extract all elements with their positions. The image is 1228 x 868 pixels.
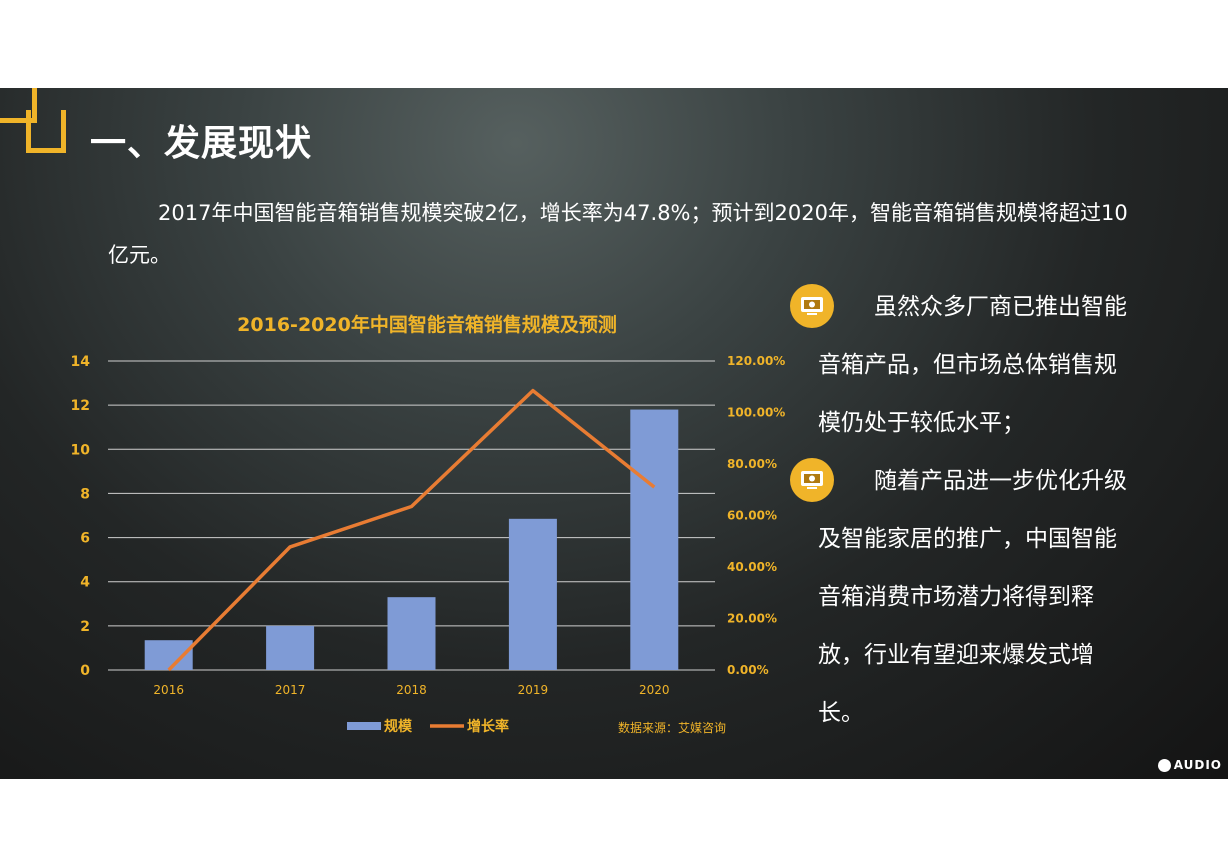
- y-right-tick-label: 100.00%: [727, 406, 785, 420]
- x-tick-label: 2017: [275, 683, 306, 697]
- corner-decoration-inner: [26, 110, 66, 153]
- y-right-tick-label: 40.00%: [727, 560, 777, 574]
- bar: [508, 518, 557, 670]
- brand-logo: AUDIO: [1157, 758, 1222, 772]
- source-note: 数据来源：艾媒咨询: [618, 720, 726, 735]
- x-tick-label: 2020: [639, 683, 670, 697]
- y-right-tick-label: 80.00%: [727, 457, 777, 471]
- y-left-tick-label: 0: [80, 663, 90, 679]
- screen-icon: [790, 458, 834, 502]
- chart: 2016-2020年中国智能音箱销售规模及预测 0 2 4 6 8 10 12 14 0.00%…: [71, 313, 786, 735]
- bullet-text-2: 随着产品进一步优化升级及智能家居的推广，中国智能音箱消费市场潜力将得到释放，行业…: [818, 468, 1127, 726]
- page-title: 一、发展现状: [90, 123, 313, 164]
- corner-decoration: [0, 88, 37, 123]
- logo-text: AUDIO: [1173, 758, 1222, 772]
- screen-icon: [790, 284, 834, 328]
- bar: [266, 625, 315, 670]
- bullet-text-1: 虽然众多厂商已推出智能音箱产品，但市场总体销售规模仍处于较低水平；: [818, 294, 1127, 436]
- y-left-tick-label: 10: [71, 442, 91, 458]
- slide: 一、发展现状 2017年中国智能音箱销售规模突破2亿，增长率为47.8%；预计到…: [0, 88, 1228, 779]
- x-tick-label: 2018: [396, 683, 427, 697]
- legend-label: 规模: [384, 718, 413, 735]
- legend-swatch-bar: [347, 722, 381, 730]
- y-left-tick-label: 6: [80, 531, 90, 547]
- x-tick-label: 2019: [518, 683, 549, 697]
- legend-label: 增长率: [467, 718, 509, 735]
- chart-title: 2016-2020年中国智能音箱销售规模及预测: [237, 313, 617, 336]
- growth-line: [167, 388, 656, 672]
- y-left-tick-label: 8: [80, 486, 90, 502]
- intro-paragraph: 2017年中国智能音箱销售规模突破2亿，增长率为47.8%；预计到2020年，智…: [108, 201, 1128, 267]
- y-right-tick-label: 20.00%: [727, 612, 777, 626]
- bar: [387, 597, 436, 670]
- x-tick-label: 2016: [153, 683, 184, 697]
- y-left-tick-label: 12: [71, 398, 90, 414]
- y-left-tick-label: 4: [80, 575, 90, 591]
- y-right-tick-label: 60.00%: [727, 509, 777, 523]
- y-left-tick-label: 14: [71, 354, 91, 370]
- y-left-tick-label: 2: [80, 619, 90, 635]
- logo-icon: [1157, 758, 1171, 772]
- y-right-tick-label: 120.00%: [727, 354, 785, 368]
- bar: [630, 409, 679, 670]
- bullet-list: 虽然众多厂商已推出智能音箱产品，但市场总体销售规模仍处于较低水平； 随着产品进一…: [818, 278, 1138, 742]
- y-right-tick-label: 0.00%: [727, 663, 769, 677]
